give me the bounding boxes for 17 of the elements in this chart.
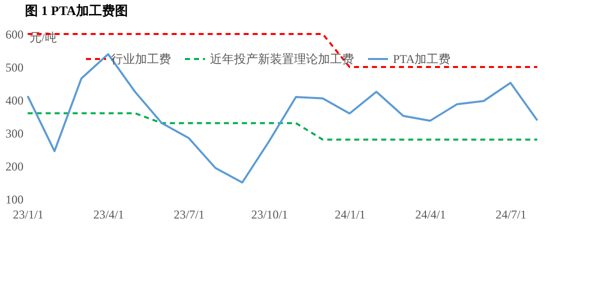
x-tick-label: 23/1/1 — [12, 208, 44, 222]
x-tick-label: 23/7/1 — [174, 208, 204, 222]
chart-title: 图 1 PTA加工费图 — [25, 3, 128, 18]
legend-label: 近年投产新装置理论加工费 — [210, 52, 354, 66]
x-tick-label: 24/4/1 — [415, 208, 446, 222]
x-tick-label: 24/7/1 — [496, 208, 526, 222]
x-tick-label: 23/10/1 — [251, 208, 288, 222]
line-series — [26, 53, 538, 184]
y-tick-label: 300 — [6, 126, 24, 140]
y-tick-label: 200 — [6, 160, 24, 174]
y-tick-label: 500 — [6, 60, 24, 74]
y-tick-label: 400 — [6, 94, 24, 108]
x-tick-label: 23/4/1 — [93, 208, 124, 222]
legend-label: PTA加工费 — [393, 52, 451, 66]
y-tick-label: 600 — [6, 28, 24, 42]
x-tick-label: 24/1/1 — [334, 208, 366, 222]
y-tick-label: 100 — [6, 192, 24, 206]
